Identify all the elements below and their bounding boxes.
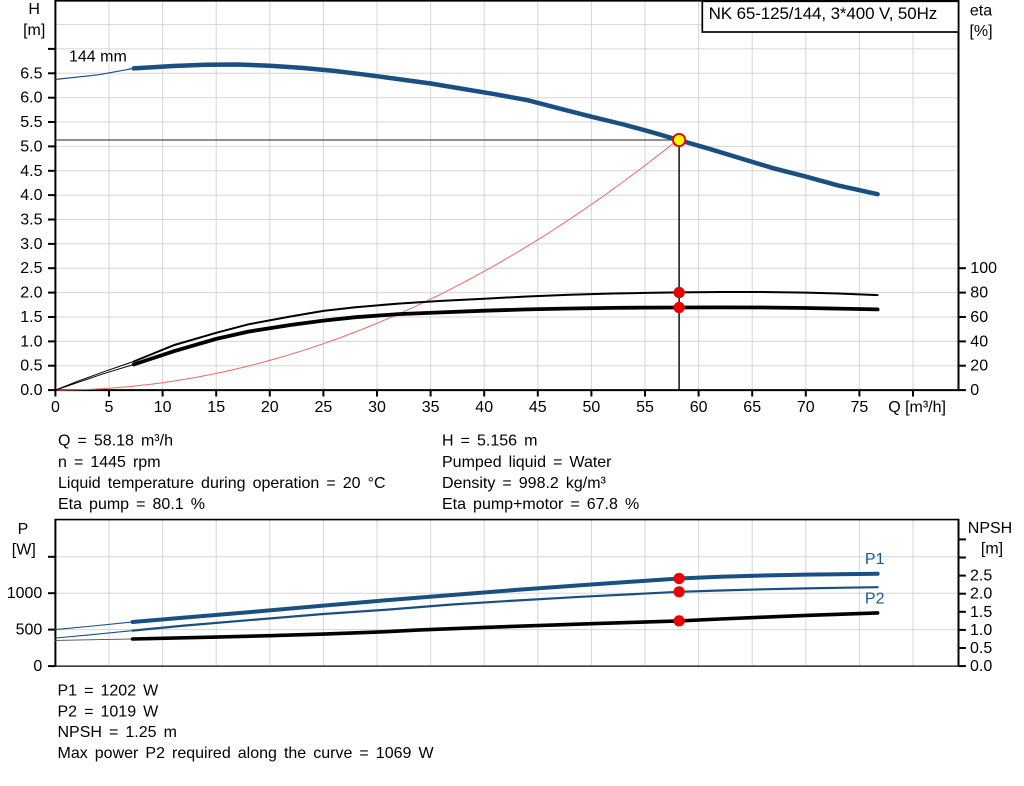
svg-text:P1: P1 xyxy=(865,551,885,568)
svg-text:10: 10 xyxy=(154,399,172,416)
svg-text:2.5: 2.5 xyxy=(970,568,992,585)
svg-text:P2: P2 xyxy=(865,591,885,608)
svg-text:6.5: 6.5 xyxy=(20,65,42,82)
svg-text:500: 500 xyxy=(16,622,43,639)
svg-text:H: H xyxy=(28,1,40,18)
svg-text:2.5: 2.5 xyxy=(20,260,42,277)
svg-text:0.5: 0.5 xyxy=(20,358,42,375)
svg-text:3.0: 3.0 xyxy=(20,236,42,253)
svg-text:2.0: 2.0 xyxy=(20,285,42,302)
svg-text:75: 75 xyxy=(851,399,869,416)
svg-text:NPSH: NPSH xyxy=(968,520,1012,537)
svg-text:20: 20 xyxy=(970,358,988,375)
svg-text:45: 45 xyxy=(529,399,547,416)
svg-text:[%]: [%] xyxy=(969,23,992,40)
svg-text:0: 0 xyxy=(51,399,60,416)
svg-text:55: 55 xyxy=(636,399,654,416)
svg-text:60: 60 xyxy=(690,399,708,416)
svg-text:Q = 58.18 m³/h: Q = 58.18 m³/h xyxy=(58,433,173,450)
svg-text:NK 65-125/144, 3*400 V, 50Hz: NK 65-125/144, 3*400 V, 50Hz xyxy=(709,4,938,23)
svg-text:15: 15 xyxy=(207,399,225,416)
svg-text:5: 5 xyxy=(105,399,114,416)
svg-text:25: 25 xyxy=(315,399,333,416)
svg-text:Pumped liquid = Water: Pumped liquid = Water xyxy=(442,454,612,471)
svg-text:Density = 998.2 kg/m³: Density = 998.2 kg/m³ xyxy=(442,475,607,492)
svg-text:3.5: 3.5 xyxy=(20,212,42,229)
svg-text:50: 50 xyxy=(583,399,601,416)
svg-text:H = 5.156 m: H = 5.156 m xyxy=(442,433,537,450)
svg-text:2.0: 2.0 xyxy=(970,586,992,603)
svg-text:0.0: 0.0 xyxy=(970,658,992,675)
svg-text:0.5: 0.5 xyxy=(970,640,992,657)
svg-text:144 mm: 144 mm xyxy=(69,49,127,66)
svg-text:n = 1445 rpm: n = 1445 rpm xyxy=(58,454,161,471)
svg-text:5.5: 5.5 xyxy=(20,114,42,131)
svg-text:P2 = 1019 W: P2 = 1019 W xyxy=(58,703,160,720)
svg-text:65: 65 xyxy=(743,399,761,416)
svg-text:eta: eta xyxy=(970,2,992,19)
svg-text:100: 100 xyxy=(970,260,997,277)
svg-text:Max power P2 required along th: Max power P2 required along the curve = … xyxy=(58,745,435,762)
svg-text:35: 35 xyxy=(422,399,440,416)
svg-text:Liquid temperature during oper: Liquid temperature during operation = 20… xyxy=(58,475,386,492)
svg-text:[m]: [m] xyxy=(981,540,1003,557)
svg-text:1.5: 1.5 xyxy=(20,309,42,326)
svg-text:Eta pump = 80.1 %: Eta pump = 80.1 % xyxy=(58,496,205,513)
svg-text:0: 0 xyxy=(970,382,979,399)
svg-text:P: P xyxy=(18,521,29,538)
svg-text:[W]: [W] xyxy=(12,541,36,558)
svg-text:Q [m³/h]: Q [m³/h] xyxy=(888,399,946,416)
svg-text:30: 30 xyxy=(368,399,386,416)
svg-text:1.5: 1.5 xyxy=(970,604,992,621)
svg-text:NPSH = 1.25 m: NPSH = 1.25 m xyxy=(58,724,177,741)
svg-text:6.0: 6.0 xyxy=(20,90,42,107)
svg-text:Eta pump+motor = 67.8 %: Eta pump+motor = 67.8 % xyxy=(442,496,639,513)
svg-text:4.5: 4.5 xyxy=(20,163,42,180)
svg-text:40: 40 xyxy=(475,399,493,416)
svg-text:60: 60 xyxy=(970,309,988,326)
svg-text:20: 20 xyxy=(261,399,279,416)
svg-text:80: 80 xyxy=(970,285,988,302)
svg-text:1.0: 1.0 xyxy=(970,622,992,639)
svg-text:[m]: [m] xyxy=(23,22,45,39)
svg-text:0: 0 xyxy=(33,658,42,675)
svg-text:0.0: 0.0 xyxy=(20,382,42,399)
svg-text:1000: 1000 xyxy=(7,585,43,602)
svg-text:P1 = 1202 W: P1 = 1202 W xyxy=(58,683,160,700)
svg-text:1.0: 1.0 xyxy=(20,333,42,350)
svg-text:40: 40 xyxy=(970,333,988,350)
svg-text:70: 70 xyxy=(797,399,815,416)
svg-text:4.0: 4.0 xyxy=(20,187,42,204)
svg-text:5.0: 5.0 xyxy=(20,138,42,155)
